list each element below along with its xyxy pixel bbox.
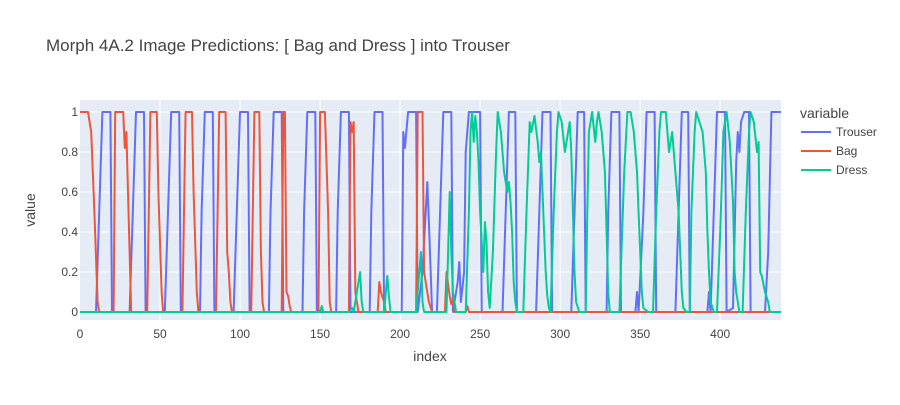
tick-labels: 0 50 100 150 200 250 300 350 400 0 0.2 0.4 0.6 0.8 1 (61, 105, 730, 341)
y-axis-title: value (22, 193, 38, 227)
y-tick-label: 0.6 (61, 185, 78, 199)
legend: variable Trouser Bag Dress (800, 105, 877, 177)
legend-label: Bag (836, 144, 857, 158)
y-tick-label: 0.4 (61, 225, 78, 239)
x-tick-label: 250 (470, 327, 490, 341)
series-line-dress (80, 111, 781, 313)
legend-title: variable (800, 105, 849, 121)
y-tick-label: 1 (71, 105, 78, 119)
legend-label: Trouser (836, 125, 877, 139)
x-tick-label: 300 (550, 327, 570, 341)
y-tick-label: 0 (71, 305, 78, 319)
legend-label: Dress (836, 163, 867, 177)
x-tick-label: 150 (310, 327, 330, 341)
legend-item-dress[interactable]: Dress (801, 163, 867, 177)
x-tick-label: 50 (153, 327, 167, 341)
y-tick-label: 0.8 (61, 145, 78, 159)
x-tick-label: 350 (630, 327, 650, 341)
legend-item-trouser[interactable]: Trouser (801, 125, 877, 139)
x-tick-label: 0 (77, 327, 84, 341)
legend-item-bag[interactable]: Bag (801, 144, 857, 158)
x-tick-label: 400 (710, 327, 730, 341)
x-axis-title: index (413, 348, 446, 364)
y-tick-label: 0.2 (61, 265, 78, 279)
x-tick-label: 100 (230, 327, 250, 341)
series-lines (80, 111, 781, 313)
chart-title: Morph 4A.2 Image Predictions: [ Bag and … (46, 36, 510, 55)
x-tick-label: 200 (390, 327, 410, 341)
